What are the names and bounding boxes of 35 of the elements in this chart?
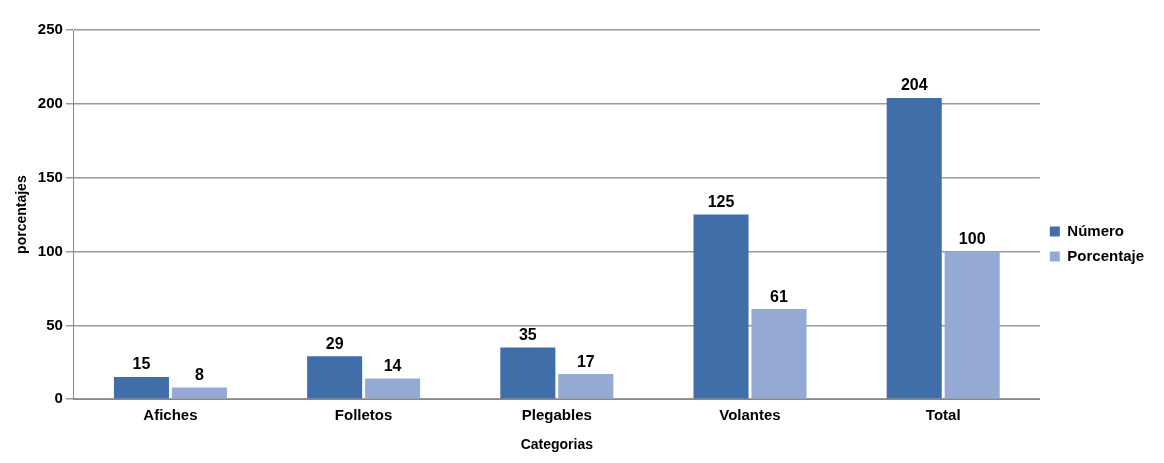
x-axis-title: Categorias xyxy=(520,436,594,453)
data-label: 125 xyxy=(707,193,735,211)
y-tick-label: 150 xyxy=(37,167,63,185)
x-tick-label: Plegables xyxy=(521,406,592,424)
y-tick-label: 0 xyxy=(54,389,63,407)
bar xyxy=(307,356,363,399)
bar xyxy=(365,378,421,399)
y-tick-label: 100 xyxy=(37,241,63,259)
data-label: 15 xyxy=(132,355,151,373)
bar xyxy=(886,97,942,399)
y-axis-title: porcentajes xyxy=(13,175,30,254)
y-tick-label: 250 xyxy=(37,20,63,38)
bar xyxy=(944,251,1000,399)
legend-label: Porcentaje xyxy=(1067,246,1144,264)
bar xyxy=(751,309,807,399)
data-label: 17 xyxy=(576,352,595,370)
legend-label: Número xyxy=(1067,221,1124,239)
x-tick-label: Afiches xyxy=(143,406,198,424)
data-label: 61 xyxy=(770,287,788,305)
data-label: 35 xyxy=(518,325,537,343)
data-label: 204 xyxy=(900,76,928,94)
data-label: 100 xyxy=(958,229,986,247)
x-tick-label: Total xyxy=(925,406,961,424)
bar xyxy=(500,347,556,399)
x-tick-label: Volantes xyxy=(719,406,781,424)
y-tick-label: 200 xyxy=(37,93,63,111)
y-tick-label: 50 xyxy=(46,315,63,333)
x-tick-label: Folletos xyxy=(334,406,393,424)
data-label: 14 xyxy=(383,356,402,374)
bar xyxy=(113,377,169,399)
bar xyxy=(171,387,227,399)
data-label: 29 xyxy=(325,334,344,352)
data-label: 8 xyxy=(194,365,204,383)
bar xyxy=(558,374,614,399)
bar xyxy=(693,214,749,399)
